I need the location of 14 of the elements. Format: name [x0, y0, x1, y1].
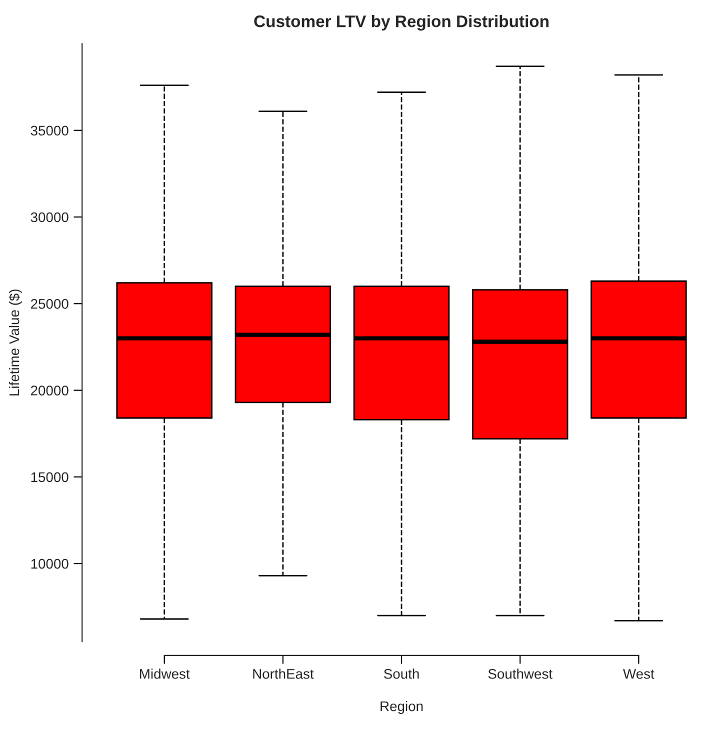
y-axis-title: Lifetime Value ($) — [8, 290, 22, 396]
y-tick-label: 15000 — [31, 472, 68, 482]
y-tick-label: 30000 — [30, 212, 68, 222]
x-tick-label: Southwest — [488, 668, 552, 679]
x-tick-label: NorthEast — [253, 668, 314, 679]
y-tick-label: 20000 — [30, 386, 68, 396]
x-tick-label: Midwest — [140, 668, 190, 679]
chart-title: Customer LTV by Region Distribution — [254, 14, 548, 31]
x-axis-title: Region — [380, 700, 423, 714]
y-tick-label: 10000 — [31, 558, 68, 569]
x-tick-label: South — [384, 668, 419, 679]
y-tick-label: 35000 — [30, 126, 68, 136]
x-tick-label: West — [623, 669, 654, 679]
y-tick-label: 25000 — [30, 298, 68, 309]
